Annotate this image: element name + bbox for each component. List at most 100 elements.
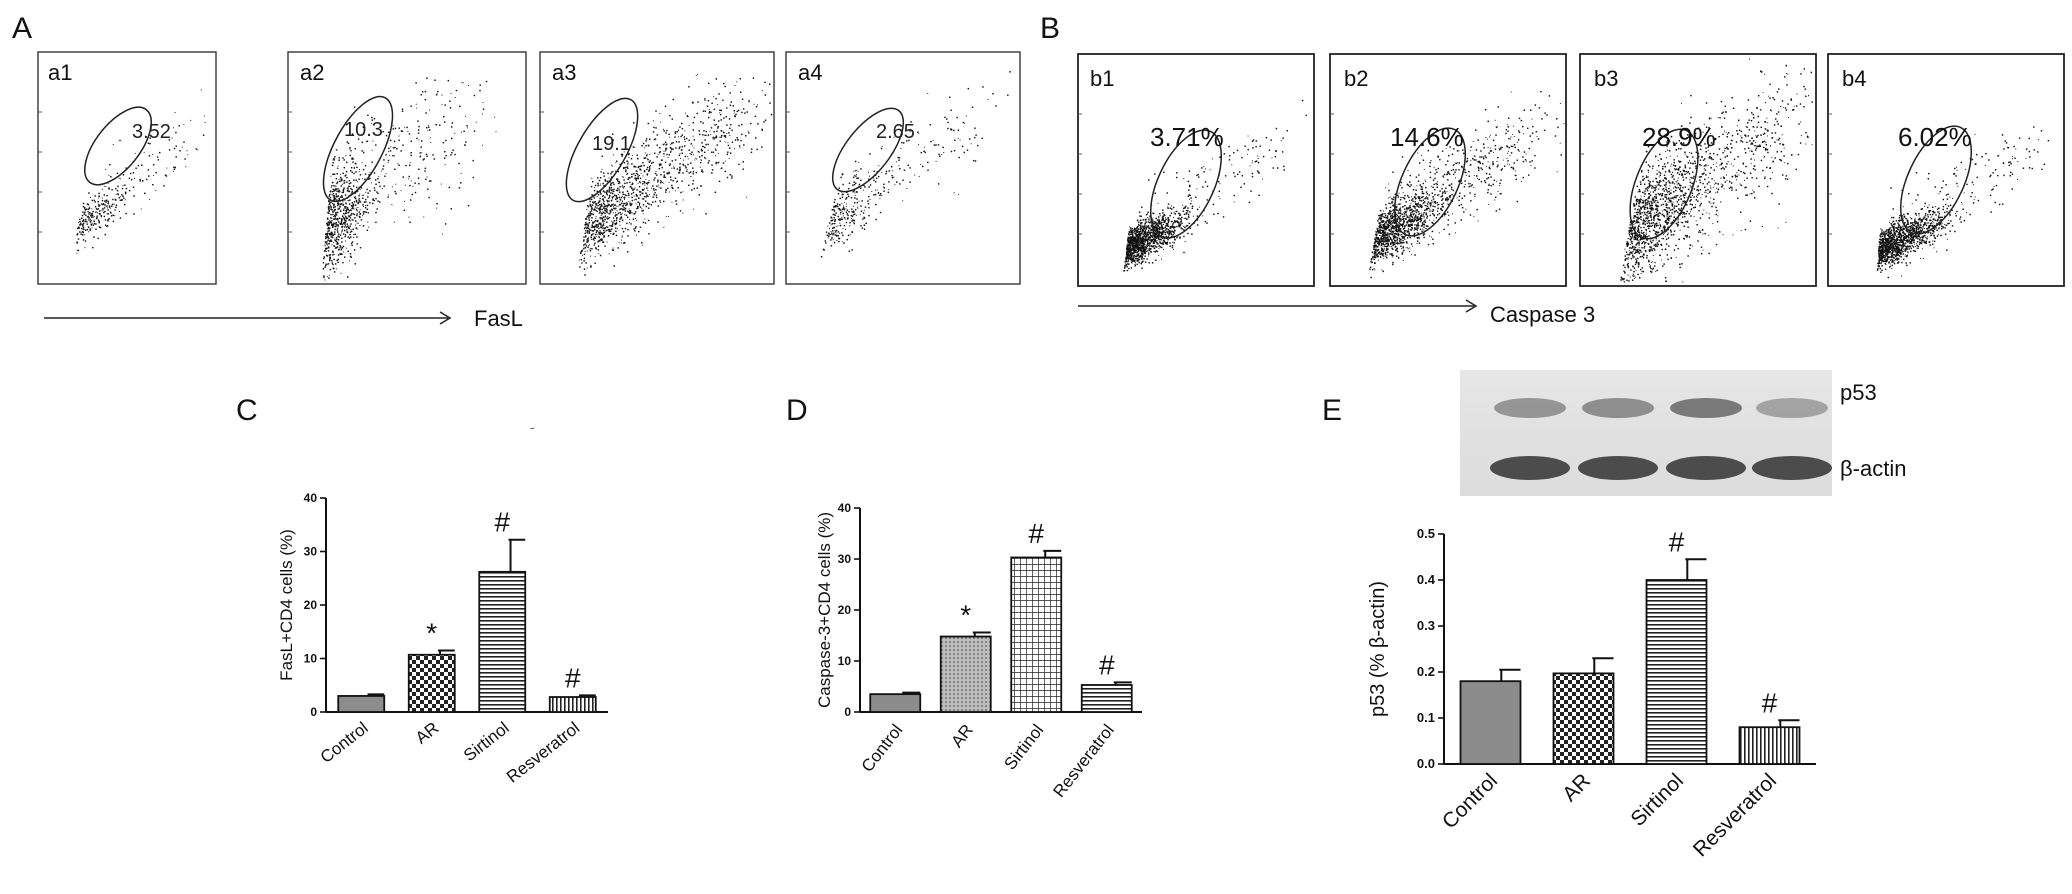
event-dot bbox=[611, 228, 613, 230]
event-dot bbox=[593, 236, 596, 238]
event-dot bbox=[334, 218, 336, 220]
event-dot bbox=[1379, 238, 1382, 240]
event-dot bbox=[584, 247, 587, 249]
event-dot bbox=[442, 233, 444, 235]
event-dot bbox=[660, 187, 662, 189]
event-dot bbox=[418, 183, 420, 185]
event-dot bbox=[662, 143, 665, 146]
event-dot bbox=[672, 148, 674, 150]
event-dot bbox=[874, 193, 877, 196]
plot-label: b1 bbox=[1090, 66, 1114, 91]
event-dot bbox=[598, 208, 600, 210]
event-dot bbox=[636, 234, 637, 236]
event-dot bbox=[610, 173, 612, 175]
event-dot bbox=[599, 222, 601, 224]
event-dot bbox=[676, 180, 679, 183]
event-dot bbox=[1487, 120, 1489, 123]
event-dot bbox=[619, 203, 622, 206]
event-dot bbox=[405, 164, 407, 167]
event-dot bbox=[111, 205, 113, 207]
event-dot bbox=[741, 111, 743, 114]
event-dot bbox=[682, 164, 685, 166]
event-dot bbox=[1224, 175, 1227, 177]
event-dot bbox=[88, 192, 90, 194]
event-dot bbox=[1140, 219, 1142, 221]
event-dot bbox=[863, 184, 865, 187]
event-dot bbox=[697, 73, 699, 75]
event-dot bbox=[1139, 231, 1141, 233]
event-dot bbox=[923, 146, 925, 148]
event-dot bbox=[375, 211, 377, 214]
event-dot bbox=[586, 231, 588, 234]
event-dot bbox=[1397, 228, 1399, 231]
event-dot bbox=[1416, 225, 1418, 227]
event-dot bbox=[344, 226, 346, 228]
event-dot bbox=[1430, 210, 1431, 212]
event-dot bbox=[690, 143, 693, 145]
event-dot bbox=[678, 169, 681, 172]
event-dot bbox=[668, 191, 670, 193]
event-dot bbox=[586, 223, 588, 225]
event-dot bbox=[450, 208, 453, 210]
event-dot bbox=[631, 196, 633, 199]
event-dot bbox=[1169, 245, 1172, 247]
event-dot bbox=[583, 268, 586, 270]
event-dot bbox=[596, 203, 598, 205]
event-dot bbox=[1138, 233, 1140, 235]
event-dot bbox=[444, 121, 446, 123]
event-dot bbox=[333, 209, 336, 211]
event-dot bbox=[699, 166, 701, 168]
event-dot bbox=[704, 100, 706, 101]
event-dot bbox=[703, 130, 705, 132]
event-dot bbox=[1134, 233, 1136, 235]
event-dot bbox=[646, 157, 648, 159]
event-dot bbox=[1403, 226, 1406, 228]
event-dot bbox=[439, 124, 441, 126]
event-dot bbox=[1161, 219, 1163, 221]
event-dot bbox=[1142, 243, 1145, 245]
event-dot bbox=[359, 174, 362, 176]
event-dot bbox=[115, 204, 118, 206]
event-dot bbox=[686, 170, 688, 173]
event-dot bbox=[356, 201, 358, 203]
event-dot bbox=[598, 232, 600, 234]
event-dot bbox=[679, 146, 681, 148]
event-dot bbox=[609, 211, 611, 213]
event-dot bbox=[602, 191, 604, 193]
event-dot bbox=[893, 176, 895, 178]
event-dot bbox=[594, 201, 596, 203]
event-dot bbox=[602, 224, 605, 226]
event-dot bbox=[1163, 248, 1164, 250]
event-dot bbox=[355, 179, 357, 181]
event-dot bbox=[1417, 232, 1420, 235]
event-dot bbox=[1150, 250, 1152, 253]
event-dot bbox=[897, 156, 900, 159]
event-dot bbox=[644, 152, 646, 154]
event-dot bbox=[1138, 221, 1140, 224]
event-dot bbox=[468, 85, 470, 86]
event-dot bbox=[1131, 267, 1132, 269]
event-dot bbox=[1161, 233, 1163, 236]
event-dot bbox=[641, 210, 643, 212]
event-dot bbox=[1178, 212, 1180, 215]
event-dot bbox=[590, 206, 593, 208]
event-dot bbox=[1139, 245, 1141, 246]
event-dot bbox=[906, 188, 908, 189]
event-dot bbox=[152, 184, 154, 186]
event-dot bbox=[323, 275, 325, 277]
event-dot bbox=[82, 229, 84, 230]
event-dot bbox=[345, 203, 347, 205]
event-dot bbox=[834, 222, 836, 225]
event-dot bbox=[322, 268, 325, 270]
event-dot bbox=[851, 220, 853, 222]
event-dot bbox=[1154, 239, 1156, 241]
event-dot bbox=[351, 207, 353, 210]
event-dot bbox=[853, 210, 855, 213]
event-dot bbox=[1445, 198, 1447, 201]
event-dot bbox=[332, 188, 334, 191]
event-dot bbox=[608, 188, 611, 190]
event-dot bbox=[148, 155, 151, 157]
event-dot bbox=[112, 214, 115, 216]
event-dot bbox=[770, 113, 773, 116]
event-dot bbox=[1142, 229, 1144, 231]
